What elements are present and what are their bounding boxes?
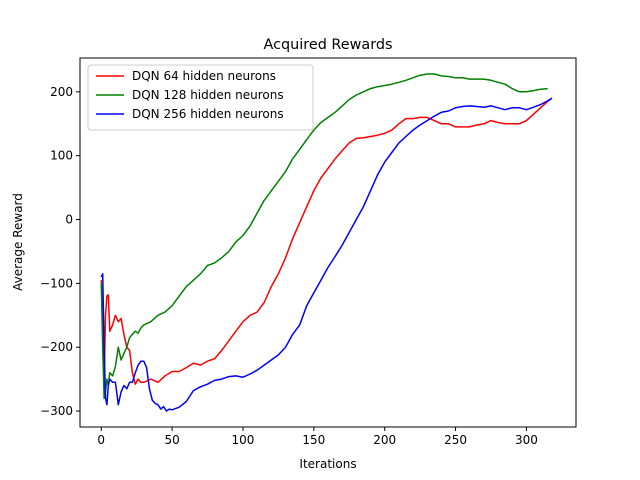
plot-frame	[79, 57, 577, 428]
x-tick-label: 250	[444, 433, 467, 447]
x-tick-label: 0	[97, 433, 105, 447]
x-axis: 0 50 100 150 200 250 300	[97, 427, 538, 447]
y-tick-label: 200	[50, 85, 73, 99]
x-tick-label: 200	[373, 433, 396, 447]
legend: DQN 64 hidden neurons DQN 128 hidden neur…	[87, 64, 314, 131]
x-axis-label: Iterations	[299, 457, 356, 471]
legend-label-2: DQN 256 hidden neurons	[132, 107, 284, 121]
x-tick-label: 50	[164, 433, 179, 447]
y-axis: −300 −200 −100 0 100 200	[40, 85, 80, 418]
x-tick-label: 100	[232, 433, 255, 447]
y-tick-label: −100	[40, 276, 73, 290]
y-tick-label: −200	[40, 340, 73, 354]
legend-label-1: DQN 128 hidden neurons	[132, 88, 284, 102]
legend-label-0: DQN 64 hidden neurons	[132, 69, 276, 83]
series-line-0	[100, 97, 553, 387]
x-tick-label: 300	[515, 433, 538, 447]
series-line-1	[100, 73, 548, 400]
series-line-2	[100, 97, 553, 412]
y-tick-label: 100	[50, 149, 73, 163]
y-axis-label: Average Reward	[11, 193, 25, 291]
x-tick-label: 150	[302, 433, 325, 447]
chart-title: Acquired Rewards	[263, 37, 392, 53]
y-tick-label: 0	[65, 213, 73, 227]
legend-box	[87, 64, 314, 131]
series-layer	[100, 73, 553, 412]
y-tick-label: −300	[40, 404, 73, 418]
